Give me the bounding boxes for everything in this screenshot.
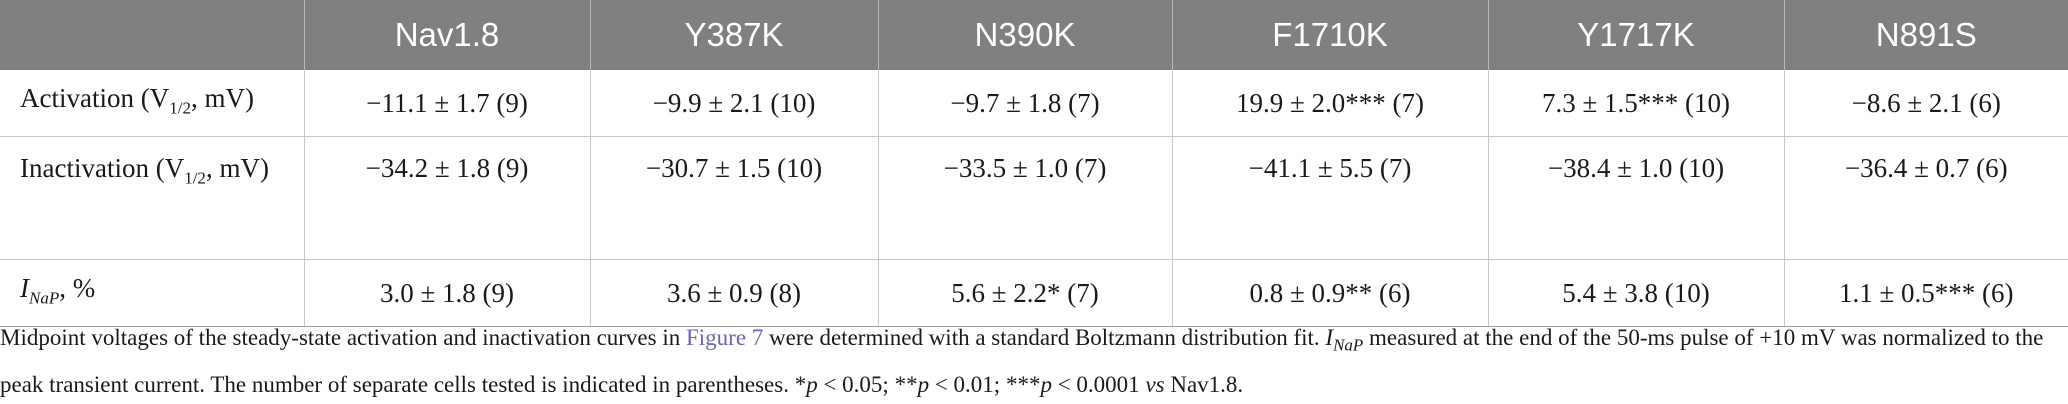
table-cell: 1.1 ± 0.5*** (6): [1783, 259, 2068, 327]
header-y1717k: Y1717K: [1487, 0, 1784, 70]
header-n390k: N390K: [877, 0, 1172, 70]
table-row-inactivation: Inactivation (V1/2, mV) −34.2 ± 1.8 (9) …: [0, 136, 2068, 260]
header-n891s: N891S: [1783, 0, 2068, 70]
table-cell: −11.1 ± 1.7 (9): [303, 70, 590, 137]
table-cell: −38.4 ± 1.0 (10): [1487, 136, 1784, 260]
table-header-row: Nav1.8 Y387K N390K F1710K Y1717K N891S: [0, 0, 2068, 70]
table-cell: 5.4 ± 3.8 (10): [1487, 259, 1784, 327]
table-row-activation: Activation (V1/2, mV) −11.1 ± 1.7 (9) −9…: [0, 70, 2068, 137]
table-cell: 3.6 ± 0.9 (8): [589, 259, 878, 327]
table-cell: 0.8 ± 0.9** (6): [1171, 259, 1488, 327]
table-cell: 19.9 ± 2.0*** (7): [1171, 70, 1488, 137]
table-cell: −9.7 ± 1.8 (7): [877, 70, 1172, 137]
header-nav18: Nav1.8: [303, 0, 590, 70]
header-corner: [0, 0, 304, 70]
table-cell: −33.5 ± 1.0 (7): [877, 136, 1172, 260]
header-f1710k: F1710K: [1171, 0, 1488, 70]
table-footnote: Midpoint voltages of the steady-state ac…: [0, 325, 2044, 397]
table-cell: 7.3 ± 1.5*** (10): [1487, 70, 1784, 137]
table-cell: −36.4 ± 0.7 (6): [1783, 136, 2068, 260]
table-row-inap: INaP, % 3.0 ± 1.8 (9) 3.6 ± 0.9 (8) 5.6 …: [0, 259, 2068, 327]
table-cell: −34.2 ± 1.8 (9): [303, 136, 590, 260]
table-cell: −30.7 ± 1.5 (10): [589, 136, 878, 260]
data-table: Nav1.8 Y387K N390K F1710K Y1717K N891S A…: [0, 0, 2068, 327]
data-table-container: Nav1.8 Y387K N390K F1710K Y1717K N891S A…: [0, 0, 2068, 327]
table-cell: −41.1 ± 5.5 (7): [1171, 136, 1488, 260]
table-cell: 3.0 ± 1.8 (9): [303, 259, 590, 327]
table-cell: −9.9 ± 2.1 (10): [589, 70, 878, 137]
header-y387k: Y387K: [589, 0, 878, 70]
row-label-inactivation: Inactivation (V1/2, mV): [0, 136, 304, 260]
row-label-activation: Activation (V1/2, mV): [0, 70, 304, 137]
figure-7-link[interactable]: Figure 7: [685, 325, 764, 350]
table-cell: 5.6 ± 2.2* (7): [877, 259, 1172, 327]
row-label-inap: INaP, %: [0, 259, 304, 327]
table-cell: −8.6 ± 2.1 (6): [1783, 70, 2068, 137]
